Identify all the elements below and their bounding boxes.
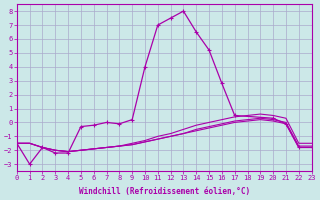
X-axis label: Windchill (Refroidissement éolien,°C): Windchill (Refroidissement éolien,°C) (79, 187, 250, 196)
